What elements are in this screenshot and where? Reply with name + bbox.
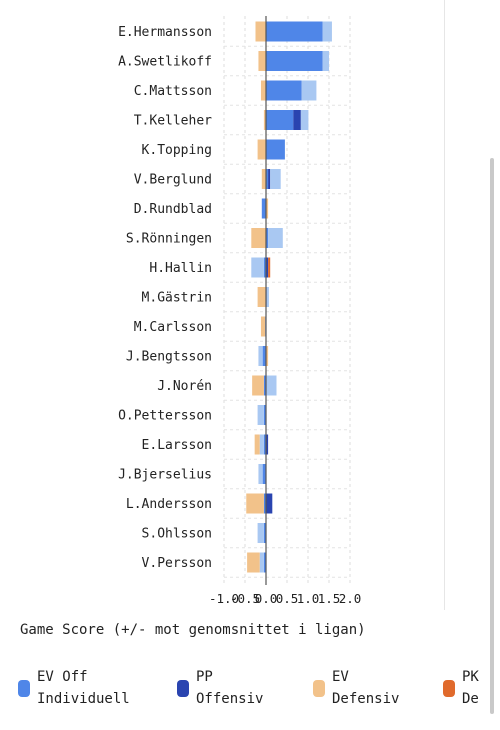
bar-segment bbox=[263, 110, 266, 130]
bar-segment bbox=[266, 434, 269, 455]
category-label: J.Bjerselius bbox=[118, 468, 212, 483]
category-label: S.Ohlsson bbox=[142, 527, 212, 542]
bar-segment bbox=[257, 405, 264, 425]
legend-swatch bbox=[18, 680, 30, 697]
bar-segment bbox=[246, 493, 264, 514]
bar-segment bbox=[260, 316, 266, 337]
category-label: M.Gästrin bbox=[142, 291, 212, 306]
bar-segment bbox=[257, 139, 266, 160]
bar-segment bbox=[251, 228, 266, 248]
bar-segment bbox=[247, 552, 260, 573]
category-label: J.Norén bbox=[157, 379, 212, 394]
bar-segment bbox=[270, 169, 281, 189]
bar-segment bbox=[266, 80, 302, 101]
bar-segment bbox=[293, 110, 301, 130]
bar-segment bbox=[263, 493, 266, 514]
bar-segment bbox=[257, 523, 264, 543]
bar-segment bbox=[263, 257, 266, 278]
bar-segment bbox=[255, 21, 266, 42]
bar-segment bbox=[266, 346, 269, 366]
x-tick-labels: -1.0-0.50.00.51.01.52.0 bbox=[209, 591, 361, 606]
x-tick-label: -0.5 bbox=[230, 591, 260, 606]
bar-segment bbox=[266, 287, 269, 307]
x-axis-title: Game Score (+/- mot genomsnittet i ligan… bbox=[20, 622, 366, 638]
bar-segment bbox=[266, 139, 285, 160]
category-label: L.Andersson bbox=[126, 497, 212, 512]
bar-segment bbox=[263, 405, 266, 425]
bar-segment bbox=[266, 493, 273, 514]
legend-swatch bbox=[177, 680, 189, 697]
bar-segment bbox=[261, 198, 266, 219]
legend-swatch bbox=[313, 680, 325, 697]
bar-segment bbox=[257, 287, 266, 307]
grid-layer bbox=[223, 16, 351, 585]
x-tick-label: 2.0 bbox=[339, 591, 362, 606]
bar-segment bbox=[266, 257, 269, 278]
bar-segment bbox=[263, 434, 266, 455]
bar-layer bbox=[246, 21, 332, 573]
x-tick-label: -1.0 bbox=[209, 591, 239, 606]
category-label: T.Kelleher bbox=[134, 114, 212, 129]
bar-segment bbox=[322, 21, 332, 42]
vertical-scrollbar[interactable] bbox=[490, 158, 494, 714]
bar-segment bbox=[268, 228, 283, 248]
category-label: D.Rundblad bbox=[134, 202, 212, 217]
bar-segment bbox=[266, 169, 269, 189]
bar-segment bbox=[266, 375, 277, 396]
bar-segment bbox=[268, 257, 271, 278]
category-label: E.Hermansson bbox=[118, 25, 212, 40]
bar-segment bbox=[258, 51, 266, 71]
bar-segment bbox=[266, 198, 269, 219]
x-tick-label: 1.0 bbox=[297, 591, 320, 606]
category-label: E.Larsson bbox=[142, 438, 212, 453]
x-tick-label: 0.0 bbox=[255, 591, 278, 606]
category-label: K.Topping bbox=[142, 143, 212, 158]
bar-segment bbox=[252, 375, 264, 396]
category-label: M.Carlsson bbox=[134, 320, 212, 335]
bar-segment bbox=[263, 523, 266, 543]
bar-segment bbox=[261, 169, 266, 189]
category-label: A.Swetlikoff bbox=[118, 55, 212, 70]
bar-segment bbox=[259, 434, 264, 455]
legend-label: EV Off Individuell bbox=[37, 669, 130, 707]
legend-label: PP Offensiv bbox=[196, 669, 264, 707]
bar-segment bbox=[262, 464, 266, 484]
bar-segment bbox=[254, 434, 260, 455]
bar-segment bbox=[266, 228, 269, 248]
category-label: C.Mattsson bbox=[134, 84, 212, 99]
bar-segment bbox=[259, 552, 264, 573]
bar-segment bbox=[268, 169, 271, 189]
bar-segment bbox=[251, 257, 264, 278]
x-tick-label: 0.5 bbox=[276, 591, 299, 606]
legend-label: EV Defensiv bbox=[332, 669, 400, 707]
category-label: V.Persson bbox=[142, 556, 212, 571]
bar-segment bbox=[266, 21, 323, 42]
bar-segment bbox=[300, 110, 309, 130]
bar-segment bbox=[260, 80, 266, 101]
legend-swatch bbox=[443, 680, 455, 697]
bar-segment bbox=[258, 346, 263, 366]
bar-segment bbox=[266, 51, 323, 71]
bar-segment bbox=[263, 552, 266, 573]
category-label: S.Rönningen bbox=[126, 232, 212, 247]
panel-divider bbox=[444, 0, 445, 610]
category-labels: E.Hermansson A.Swetlikoff C.Mattsson T.Kell… bbox=[118, 25, 212, 571]
bar-segment bbox=[258, 464, 263, 484]
game-score-chart: E.Hermansson A.Swetlikoff C.Mattsson T.Kell… bbox=[118, 16, 361, 606]
legend-label: PK De bbox=[462, 669, 479, 707]
category-label: V.Berglund bbox=[134, 173, 212, 188]
category-label: O.Pettersson bbox=[118, 409, 212, 424]
category-label: J.Bengtsson bbox=[126, 350, 212, 365]
bar-segment bbox=[322, 51, 329, 71]
bar-segment bbox=[301, 80, 317, 101]
bar-segment bbox=[263, 375, 266, 396]
category-label: H.Hallin bbox=[149, 261, 212, 276]
bar-segment bbox=[262, 346, 266, 366]
x-tick-label: 1.5 bbox=[318, 591, 341, 606]
bar-segment bbox=[266, 110, 294, 130]
